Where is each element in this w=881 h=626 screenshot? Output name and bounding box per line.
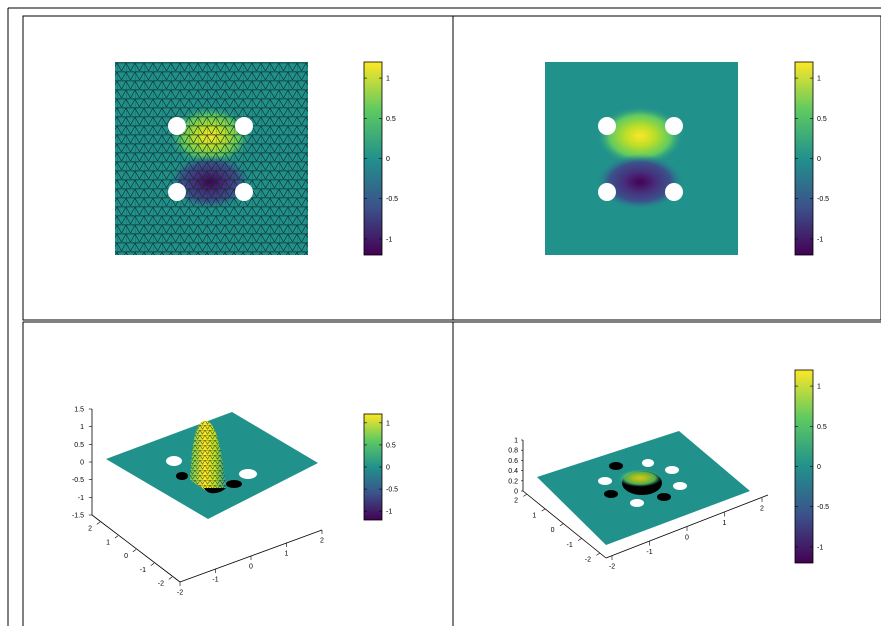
br-z-tick-label: 0.4 xyxy=(508,468,518,475)
tl-mesh-overlay xyxy=(115,62,308,255)
br-z-tick-label: 0.6 xyxy=(508,458,518,465)
bl-x-tick-label: 2 xyxy=(320,538,324,545)
br-z-tick-label: 0.8 xyxy=(508,448,518,455)
br-hole xyxy=(657,493,671,501)
bl-z-tick-label: 0 xyxy=(80,460,84,467)
br-x-tick-label: 1 xyxy=(723,520,727,527)
colorbar-tick-label: -0.5 xyxy=(817,196,829,203)
bl-hole xyxy=(176,472,188,480)
colorbar-top-left: 1 0.5 0 -0.5 -1 xyxy=(363,61,398,256)
tr-hole xyxy=(598,117,616,135)
bl-peak-mesh xyxy=(190,420,226,492)
tr-hole xyxy=(665,183,683,201)
br-z-tick-label: 1 xyxy=(514,438,518,445)
panel-frames xyxy=(7,7,881,626)
panel-top-left-heatmap xyxy=(115,62,308,255)
br-y-tick-label: 2 xyxy=(514,498,518,505)
colorbar-tick-label: 0 xyxy=(817,464,821,471)
bl-z-tick-label: 1.5 xyxy=(74,407,84,414)
br-hole xyxy=(598,477,612,485)
br-center-hump xyxy=(618,469,662,487)
tl-hole xyxy=(235,183,253,201)
br-y-tick-label: 1 xyxy=(532,512,536,519)
tr-dip xyxy=(596,154,684,210)
bl-y-tick-label: -2 xyxy=(158,581,164,588)
br-hole xyxy=(630,499,644,507)
br-y-tick-label: 0 xyxy=(551,527,555,534)
colorbar-top-right: 1 0.5 0 -0.5 -1 xyxy=(794,61,829,256)
colorbar-tick-label: 1 xyxy=(386,420,390,427)
colorbar-tick-label: -1 xyxy=(386,509,392,516)
tr-hump xyxy=(596,106,684,166)
bl-y-tick-label: -1 xyxy=(140,567,146,574)
bl-y-tick-label: 2 xyxy=(88,526,92,533)
br-hole xyxy=(673,482,687,490)
tl-hole xyxy=(235,117,253,135)
colorbar-bottom-right: 1 0.5 0 -0.5 -1 xyxy=(794,369,829,564)
colorbar-tick-label: 1 xyxy=(817,76,821,83)
bl-z-tick-label: 0.5 xyxy=(74,442,84,449)
br-y-tick-label: -1 xyxy=(567,542,573,549)
colorbar-bottom-left: 1 0.5 0 -0.5 -1 xyxy=(363,413,398,521)
br-hole xyxy=(604,490,618,498)
bl-y-tick-label: 1 xyxy=(106,539,110,546)
br-x-tick-label: 2 xyxy=(760,506,764,513)
colorbar-tick-label: -1 xyxy=(817,544,823,551)
bl-z-tick-label: -1 xyxy=(78,495,84,502)
bl-z-tick-label: 1 xyxy=(80,424,84,431)
bl-z-tick-label: -1.5 xyxy=(72,513,84,520)
colorbar-tick-label: 1 xyxy=(817,384,821,391)
panel-bottom-right-surface: 1 0.8 0.6 0.4 0.2 0 -2 -1 0 1 2 2 1 0 -1 -2 xyxy=(508,431,769,571)
colorbar-tick-label: -0.5 xyxy=(817,504,829,511)
br-x-tick-label: -1 xyxy=(646,549,652,556)
colorbar-tick-label: 0.5 xyxy=(817,424,827,431)
br-x-tick-label: -2 xyxy=(609,564,615,571)
bl-dip xyxy=(204,488,226,494)
br-y-tick-label: -2 xyxy=(585,557,591,564)
colorbar-tick-label: 0 xyxy=(386,156,390,163)
bl-y-tick-label: 0 xyxy=(124,553,128,560)
colorbar-tick-label: 0.5 xyxy=(386,116,396,123)
br-hole xyxy=(665,466,679,474)
br-x-tick-label: 0 xyxy=(685,535,689,542)
bl-x-tick-label: 0 xyxy=(249,564,253,571)
colorbar-tick-label: 0 xyxy=(817,156,821,163)
bl-hole xyxy=(226,480,242,488)
colorbar-tick-label: 0 xyxy=(386,465,390,472)
colorbar-tick-label: -0.5 xyxy=(386,196,398,203)
bl-x-tick-label: -1 xyxy=(212,577,218,584)
br-hole xyxy=(642,459,654,467)
br-z-tick-label: 0.2 xyxy=(508,478,518,485)
panel-top-right-heatmap xyxy=(545,62,738,255)
colorbar-tick-label: -0.5 xyxy=(386,487,398,494)
bl-hole xyxy=(166,456,182,466)
bl-z-tick-label: -0.5 xyxy=(72,477,84,484)
colorbar-tick-label: -1 xyxy=(386,236,392,243)
bl-hole xyxy=(239,469,257,479)
colorbar-tick-label: -1 xyxy=(817,236,823,243)
colorbar-tick-label: 0.5 xyxy=(817,116,827,123)
bl-x-tick-label: -2 xyxy=(177,590,183,597)
colorbar-tick-label: 1 xyxy=(386,76,390,83)
colorbar-tick-label: 0.5 xyxy=(386,442,396,449)
tl-hole xyxy=(168,183,186,201)
tr-hole xyxy=(665,117,683,135)
bl-x-tick-label: 1 xyxy=(285,551,289,558)
br-z-tick-label: 0 xyxy=(514,489,518,496)
br-hole xyxy=(609,462,623,470)
panel-bottom-left-surface: 1.5 1 0.5 0 -0.5 -1 -1.5 -2 -1 0 1 2 2 1 0 -1 -2 xyxy=(72,407,324,597)
tr-hole xyxy=(598,183,616,201)
tl-hole xyxy=(168,117,186,135)
